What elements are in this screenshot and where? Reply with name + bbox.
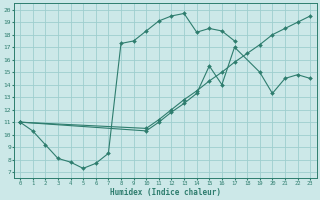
- X-axis label: Humidex (Indice chaleur): Humidex (Indice chaleur): [110, 188, 220, 197]
